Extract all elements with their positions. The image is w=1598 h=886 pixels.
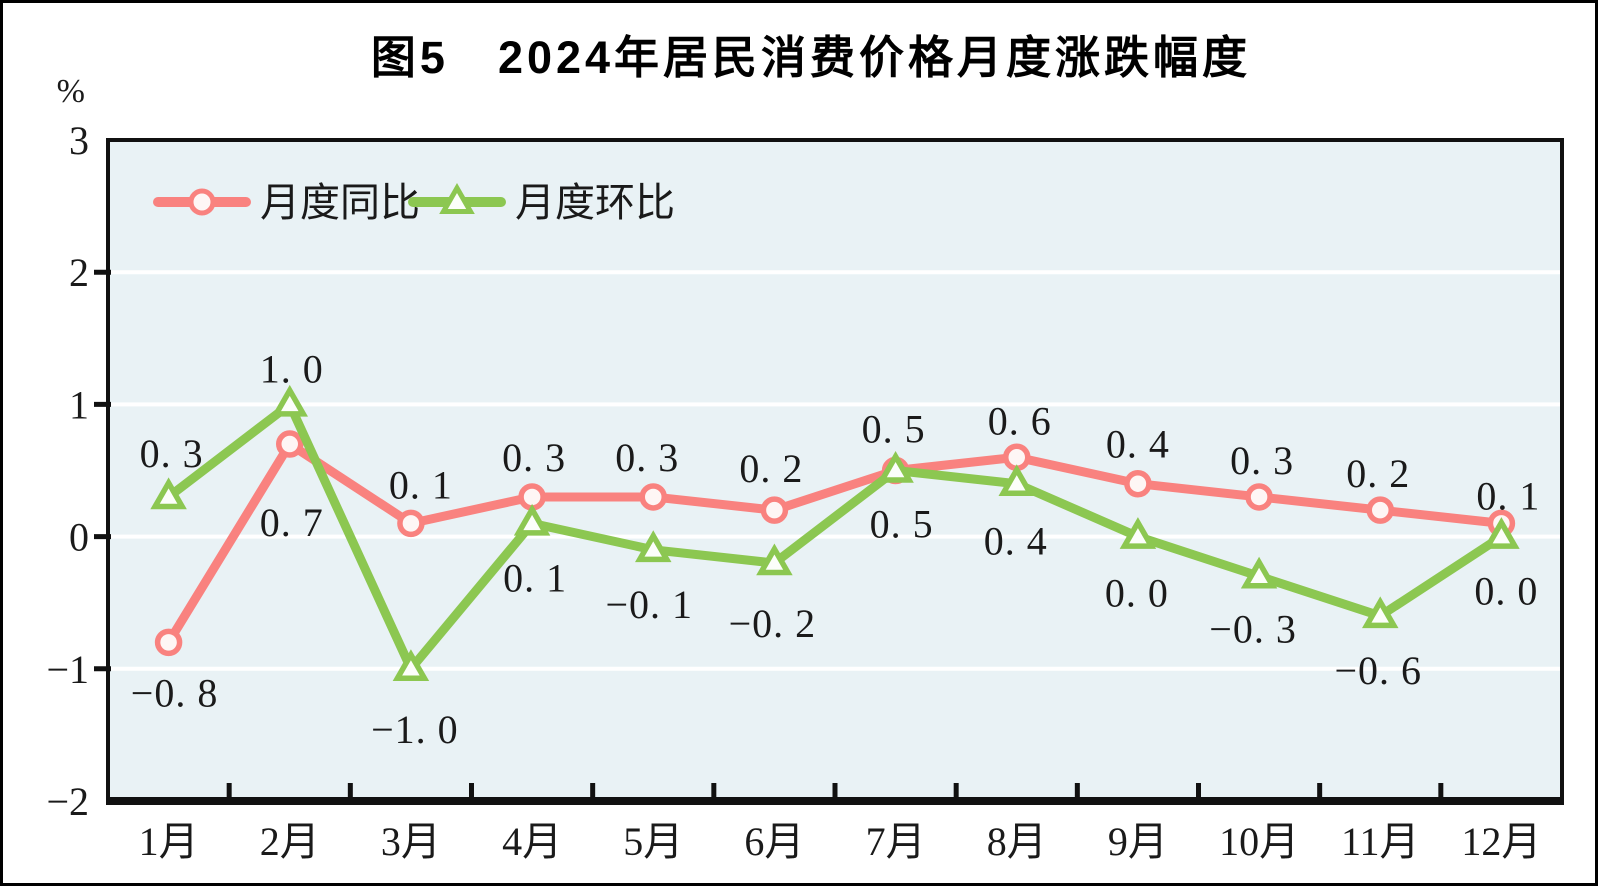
series-yoy-value-label: 0. 2: [739, 446, 803, 491]
series-mom-value-label: 0. 5: [870, 502, 934, 547]
x-axis-tick-label: 12月: [1461, 819, 1541, 864]
x-axis-tick-label: 2月: [260, 819, 320, 864]
y-axis-tick-label: 1: [69, 382, 89, 427]
y-axis-unit-label: %: [56, 73, 85, 110]
series-yoy: −0. 8 0. 7 0. 1 0. 3 0. 3 0. 2 0. 5 0. 6 0. 4 0. …: [131, 398, 1540, 715]
series-mom-value-label: 0. 3: [140, 431, 204, 476]
series-mom-value-label: −0. 6: [1334, 648, 1422, 693]
series-mom-value-label: −0. 1: [605, 582, 693, 627]
y-axis-tick-label: 3: [69, 118, 89, 163]
plot-area: [108, 140, 1562, 801]
series-yoy-marker: [639, 483, 667, 511]
legend-item-mom: 月度环比: [408, 180, 675, 225]
series-mom-value-label: 0. 4: [984, 519, 1048, 564]
y-axis-tick-label: 0: [69, 515, 89, 560]
series-yoy-value-label: 0. 2: [1346, 451, 1410, 496]
series-mom-marker: [271, 384, 309, 417]
series-mom-marker: [150, 477, 187, 510]
series-mom-value-label: 1. 0: [260, 346, 324, 391]
x-axis-tick-label: 10月: [1219, 819, 1299, 864]
x-axis-tick-label: 9月: [1108, 819, 1168, 864]
y-axis-tick-label: 2: [69, 250, 89, 295]
series-mom-value-label: 0. 1: [503, 555, 567, 600]
line-chart: 3210−1−21月 2月 3月 4月 5月 6月 7月 8月 9月 10月 11月 12月月度同比月…: [46, 118, 1564, 864]
legend: 月度同比 月度环比: [153, 180, 675, 225]
legend-label-yoy: 月度同比: [260, 180, 420, 225]
series-yoy-marker: [1124, 469, 1152, 498]
series-mom-marker: [1483, 517, 1520, 549]
series-yoy-value-label: 0. 3: [502, 435, 566, 480]
series-mom-marker: [513, 503, 551, 536]
series-yoy-value-label: 0. 4: [1106, 422, 1170, 467]
x-axis-tick-label: 11月: [1341, 819, 1420, 864]
series-yoy-value-label: 0. 5: [862, 407, 926, 452]
series-mom-line: [164, 399, 1506, 674]
series-mom-marker: [1361, 596, 1399, 629]
circle-marker-icon: [188, 188, 216, 216]
series-mom-marker: [756, 543, 793, 576]
legend-item-yoy: 月度同比: [153, 180, 420, 225]
series-mom-marker: [998, 464, 1036, 496]
y-axis-tick-label: −2: [46, 779, 89, 824]
series-yoy-value-label: 0. 1: [1476, 473, 1540, 518]
x-axis-tick-label: 5月: [623, 819, 683, 864]
x-axis-tick-label: 6月: [744, 819, 804, 864]
series-mom-value-label: −1. 0: [371, 707, 459, 752]
series-yoy-marker: [1366, 496, 1394, 524]
x-axis-tick-label: 8月: [987, 819, 1047, 864]
y-axis-tick-label: −1: [46, 647, 89, 692]
series-mom-marker: [392, 649, 430, 682]
series-mom-marker: [1119, 517, 1157, 549]
series-yoy-value-label: −0. 8: [131, 670, 219, 715]
triangle-marker-icon: [439, 182, 475, 214]
series-yoy-value-label: 0. 3: [615, 435, 679, 480]
series-mom-marker: [877, 450, 914, 483]
series-yoy-value-label: 0. 6: [988, 398, 1052, 443]
chart-title: 图5 2024年居民消费价格月度涨跌幅度: [370, 32, 1252, 83]
series-yoy-value-label: 0. 1: [389, 462, 453, 507]
series-yoy-marker: [760, 496, 789, 524]
series-yoy-value-label: 0. 7: [260, 500, 324, 545]
series-yoy-marker: [397, 509, 425, 538]
series-mom-value-label: −0. 2: [729, 601, 817, 646]
series-yoy-line: [164, 439, 1506, 647]
series-yoy-marker: [154, 628, 183, 657]
series-mom-value-label: 0. 0: [1105, 571, 1169, 616]
series-mom-marker: [1240, 556, 1278, 589]
x-axis-tick-label: 7月: [866, 819, 926, 864]
series-yoy-marker: [276, 430, 304, 458]
series-mom-marker: [634, 530, 672, 563]
series-mom-value-label: −0. 3: [1209, 606, 1297, 651]
series-yoy-marker: [1245, 483, 1273, 511]
series-mom: 0. 31. 0−1. 00. 1−0. 1 −0. 20. 5 0. 40. 0−…: [140, 346, 1538, 752]
series-mom-value-label: 0. 0: [1474, 569, 1538, 614]
legend-label-mom: 月度环比: [515, 180, 675, 225]
x-axis-tick-label: 4月: [502, 819, 562, 864]
series-yoy-value-label: 0. 3: [1230, 438, 1294, 483]
x-axis-tick-label: 1月: [139, 819, 199, 864]
x-axis-tick-label: 3月: [381, 819, 441, 864]
